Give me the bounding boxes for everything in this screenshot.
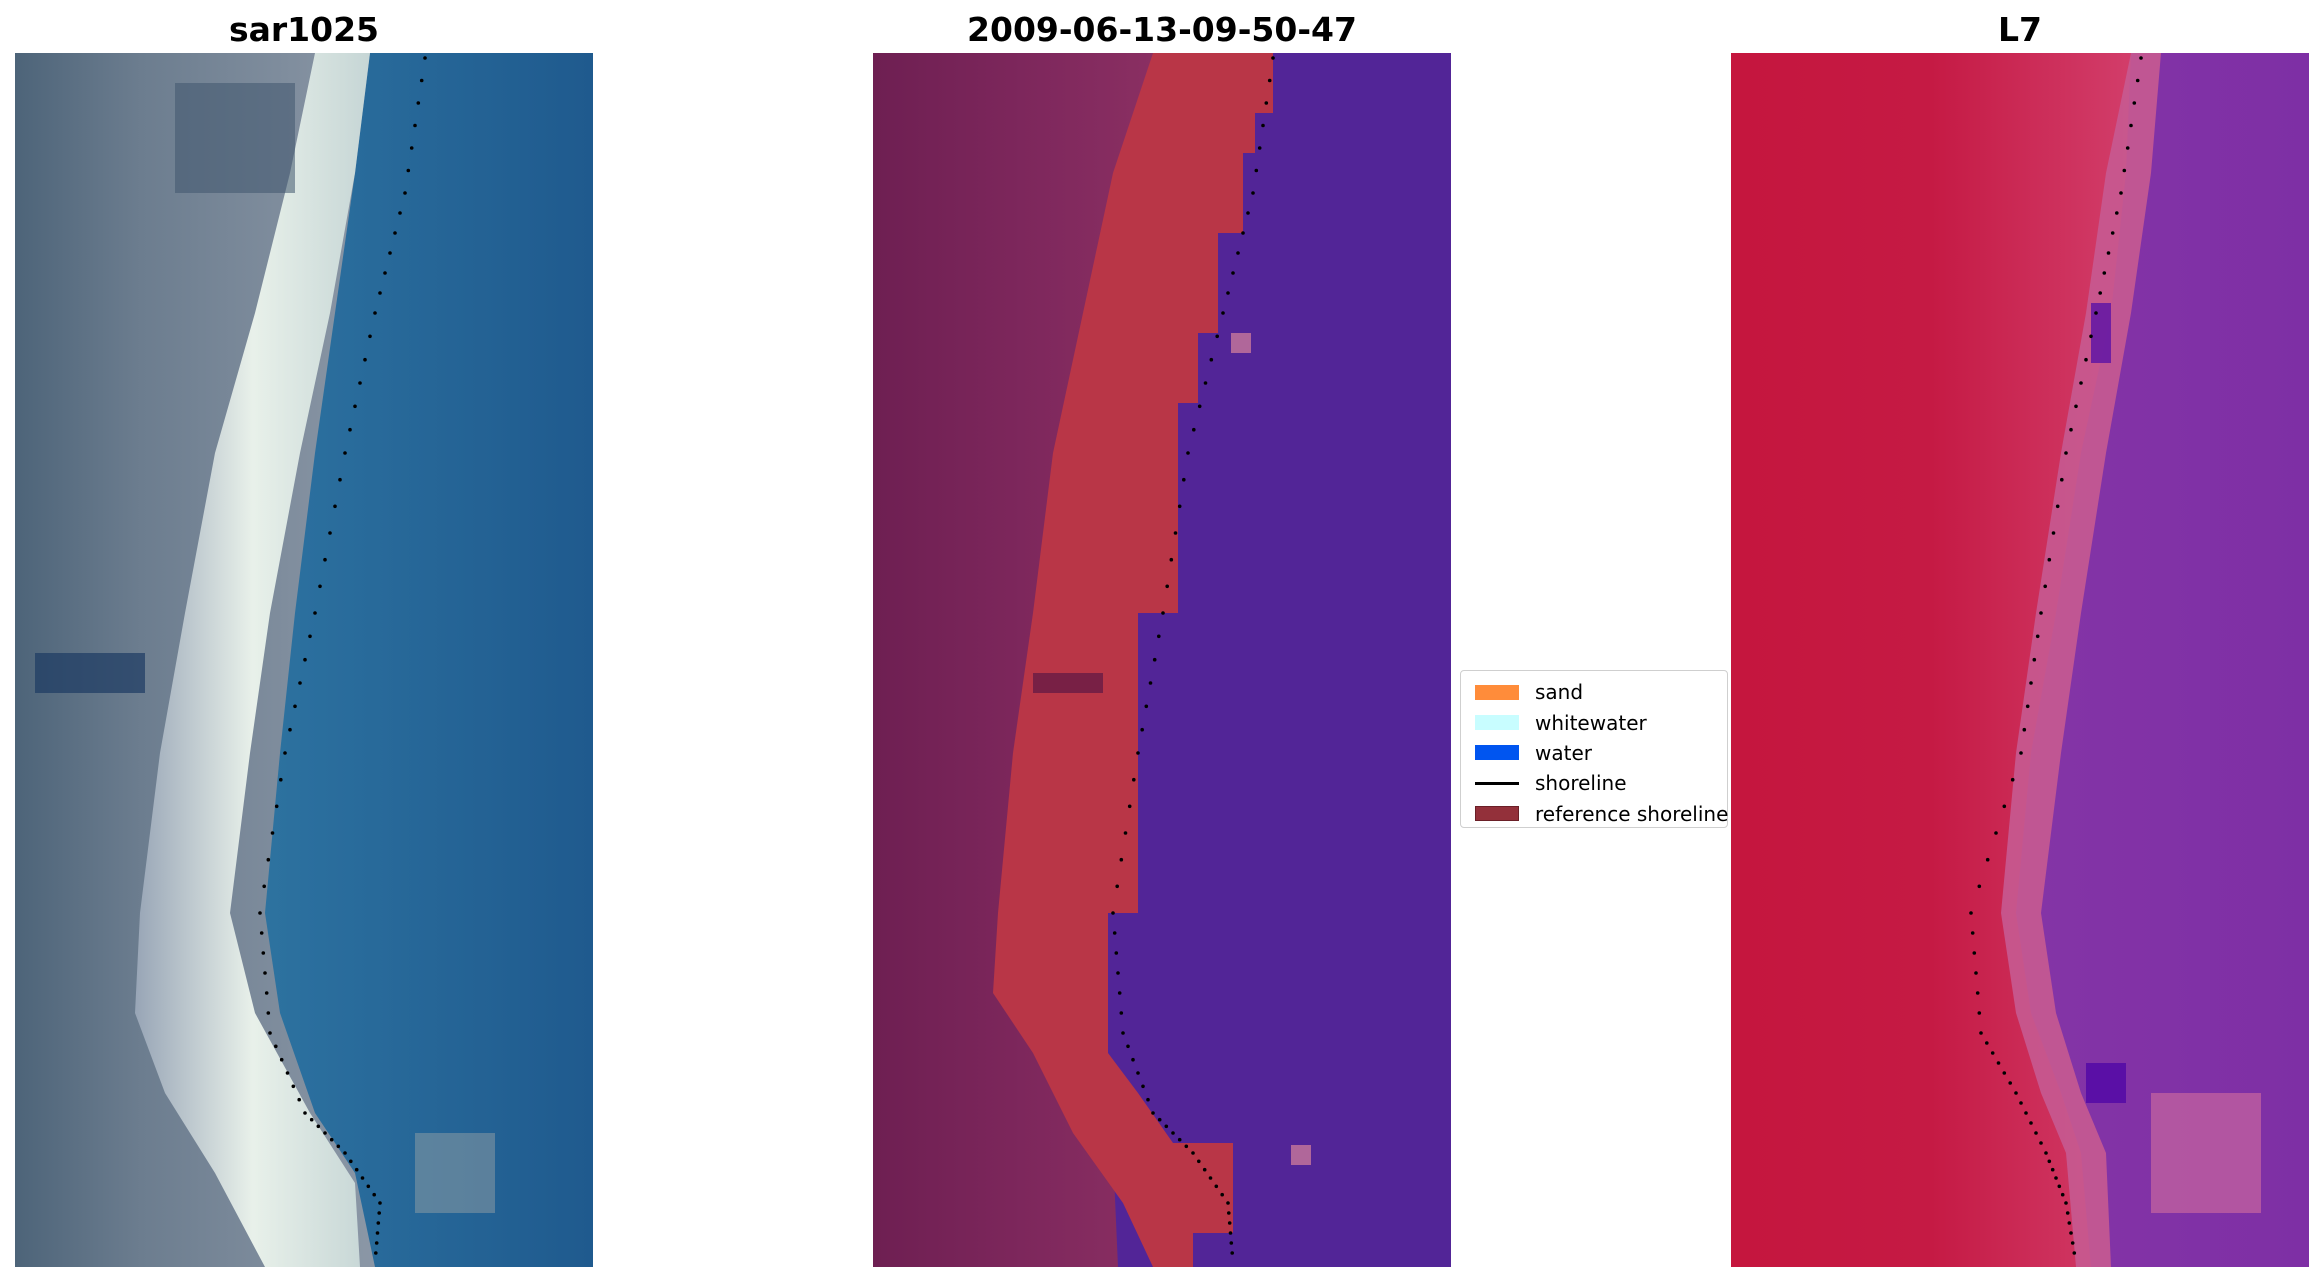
panel-title-sensor: L7 <box>1998 10 2042 49</box>
legend-swatch-whitewater <box>1475 715 1519 731</box>
classification-image <box>873 53 1451 1267</box>
legend-item-water: water <box>1467 738 1727 768</box>
sensor-image <box>1731 53 2309 1267</box>
legend-label: water <box>1535 740 1592 765</box>
panel-title-rgb: sar1025 <box>228 10 380 49</box>
classification-panel <box>873 53 1451 1267</box>
panel-title-classification: 2009-06-13-09-50-47 <box>967 10 1357 49</box>
shoreline-dots <box>258 56 427 1255</box>
legend-label: reference shoreline <box>1535 801 1729 826</box>
legend-label: shoreline <box>1535 771 1627 796</box>
shoreline-dots <box>1969 56 2143 1255</box>
legend-item-shoreline: shoreline <box>1467 768 1727 798</box>
legend-swatch-sand <box>1475 684 1519 700</box>
legend-line-shoreline <box>1475 781 1519 785</box>
legend: sand whitewater water shoreline referenc… <box>1460 670 1728 828</box>
legend-label: whitewater <box>1535 710 1647 735</box>
sensor-image-panel <box>1731 53 2309 1267</box>
legend-item-reference-shoreline: reference shoreline <box>1467 799 1729 829</box>
legend-item-whitewater: whitewater <box>1467 707 1727 737</box>
legend-swatch-water <box>1475 745 1519 761</box>
shoreline-dots <box>1111 56 1275 1255</box>
rgb-image <box>15 53 593 1267</box>
rgb-image-panel <box>15 53 593 1267</box>
legend-swatch-reference-shoreline <box>1475 806 1519 822</box>
legend-item-sand: sand <box>1467 677 1727 707</box>
legend-label: sand <box>1535 680 1584 705</box>
